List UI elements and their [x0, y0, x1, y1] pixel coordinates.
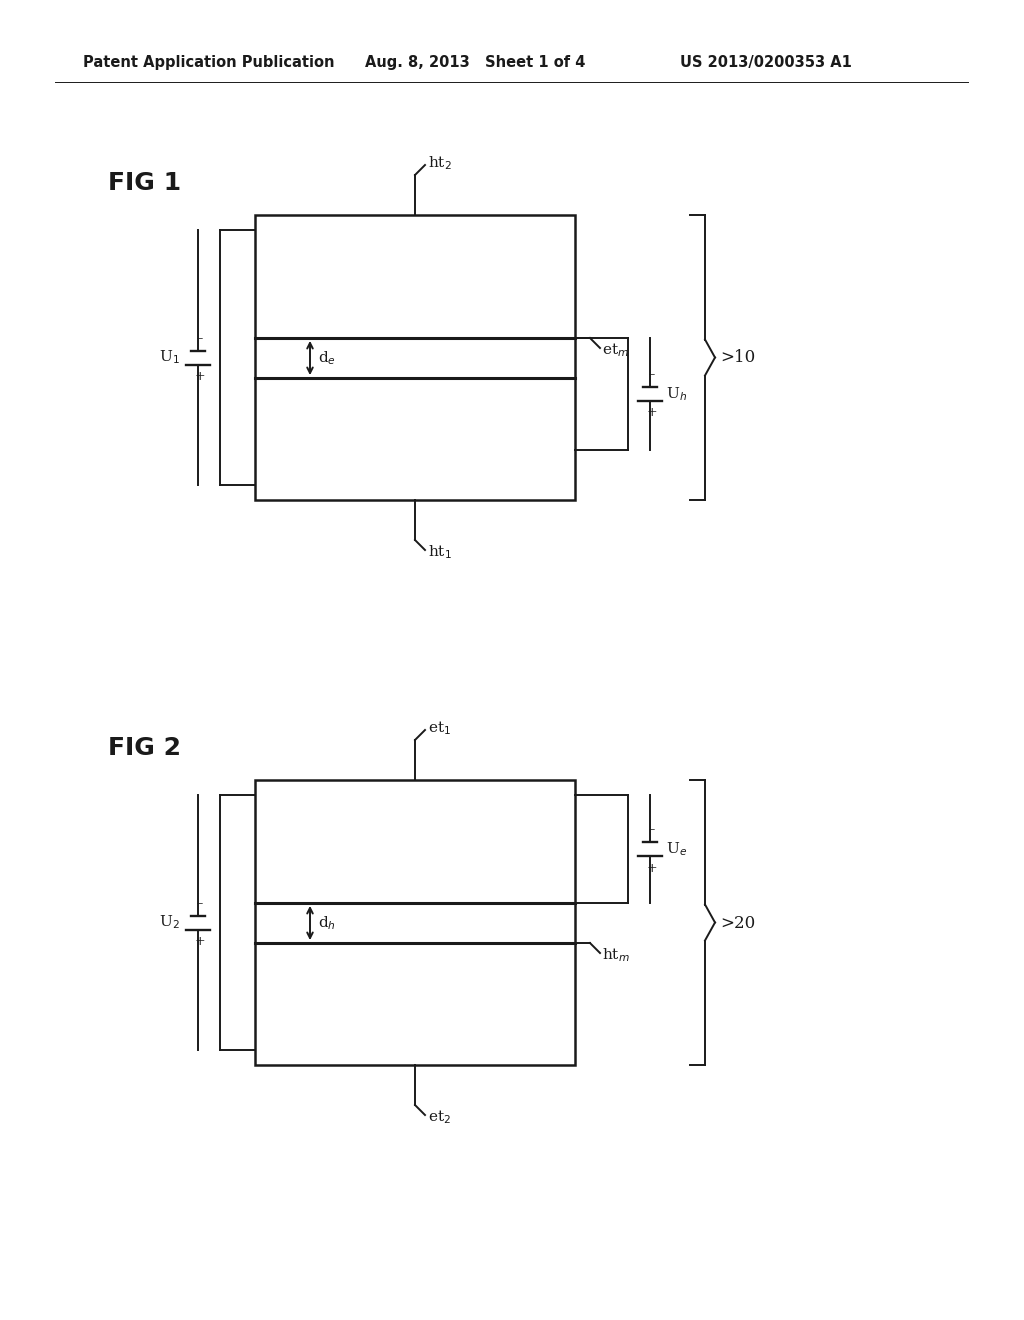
Text: Aug. 8, 2013   Sheet 1 of 4: Aug. 8, 2013 Sheet 1 of 4 — [365, 54, 586, 70]
Text: –: – — [197, 898, 203, 909]
Text: d$_e$: d$_e$ — [318, 350, 336, 367]
Text: –: – — [649, 824, 655, 837]
Text: Patent Application Publication: Patent Application Publication — [83, 54, 335, 70]
Text: ht$_1$: ht$_1$ — [428, 543, 452, 561]
Bar — [255, 780, 575, 1065]
Text: U$_h$: U$_h$ — [666, 385, 687, 403]
Text: U$_1$: U$_1$ — [160, 348, 180, 367]
Text: ht$_m$: ht$_m$ — [602, 946, 630, 964]
Text: FIG 2: FIG 2 — [108, 737, 181, 760]
Text: d$_h$: d$_h$ — [318, 915, 336, 932]
Text: –: – — [197, 333, 203, 345]
Text: ht$_2$: ht$_2$ — [428, 154, 452, 172]
Text: U$_2$: U$_2$ — [160, 913, 180, 932]
Text: >10: >10 — [720, 350, 756, 367]
Text: >20: >20 — [720, 915, 756, 932]
Bar — [255, 215, 575, 500]
Text: et$_2$: et$_2$ — [428, 1109, 451, 1126]
Text: US 2013/0200353 A1: US 2013/0200353 A1 — [680, 54, 852, 70]
Text: –: – — [649, 368, 655, 381]
Text: et$_m$: et$_m$ — [602, 341, 629, 359]
Text: +: + — [195, 935, 206, 948]
Text: +: + — [647, 862, 657, 874]
Text: U$_e$: U$_e$ — [666, 840, 687, 858]
Text: et$_1$: et$_1$ — [428, 719, 451, 737]
Text: +: + — [195, 370, 206, 383]
Text: +: + — [647, 407, 657, 420]
Text: FIG 1: FIG 1 — [108, 172, 181, 195]
